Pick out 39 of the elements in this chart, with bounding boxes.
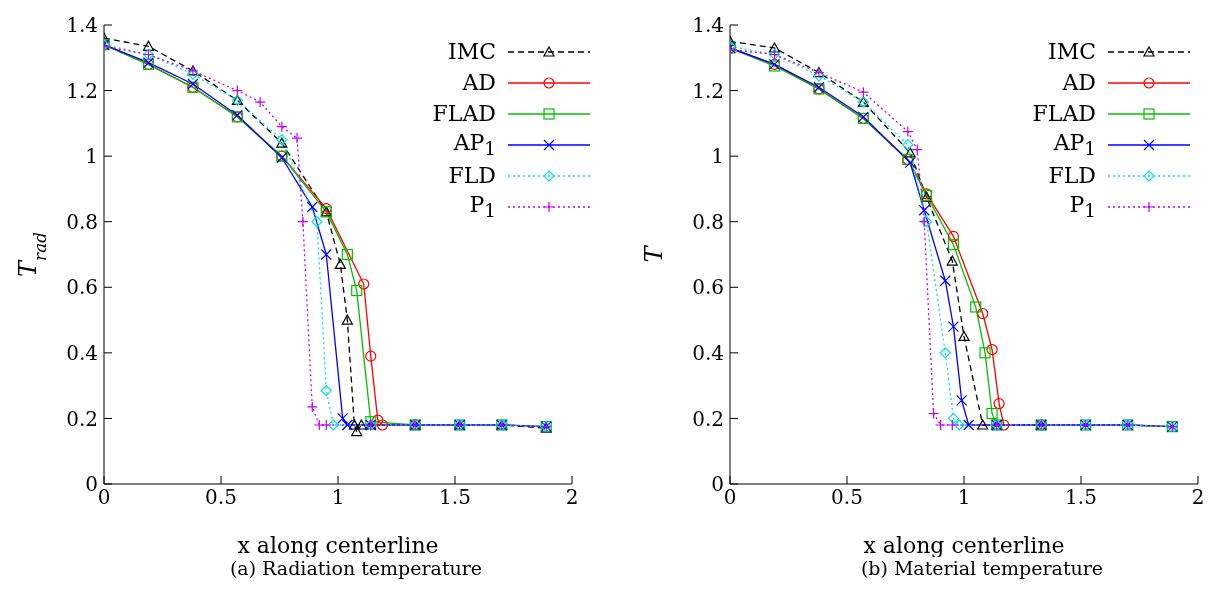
x-tick-label: 1 bbox=[957, 485, 971, 510]
legend-label: AD bbox=[462, 70, 496, 95]
legend-label: P$_{1}$ bbox=[469, 191, 496, 222]
x-axis-title: x along centerline bbox=[863, 533, 1065, 558]
legend-label: FLAD bbox=[432, 101, 496, 126]
x-axis-title: x along centerline bbox=[237, 533, 439, 558]
legend-label: AP$_{1}$ bbox=[1053, 129, 1096, 160]
x-tick-label: 2 bbox=[1191, 485, 1205, 510]
legend-label: IMC bbox=[1047, 39, 1096, 64]
y-tick-label: 1.4 bbox=[692, 13, 724, 38]
legend-label: FLD bbox=[448, 163, 496, 188]
legend-label: IMC bbox=[447, 39, 496, 64]
legend-label: P$_{1}$ bbox=[1069, 191, 1096, 222]
x-tick-label: 2 bbox=[565, 485, 579, 510]
legend-label: FLAD bbox=[1032, 101, 1096, 126]
y-tick-label: 0.2 bbox=[692, 406, 724, 431]
y-tick-label: 1 bbox=[711, 144, 724, 169]
y-tick-label: 0.6 bbox=[66, 275, 98, 300]
y-tick-label: 0.2 bbox=[66, 406, 98, 431]
text: (a) Radiation temperature bbox=[228, 557, 484, 579]
x-tick-label: 0.5 bbox=[831, 485, 863, 510]
legend-label: AD bbox=[1062, 70, 1096, 95]
legend-label: FLD bbox=[1048, 163, 1096, 188]
y-tick-label: 1.4 bbox=[66, 13, 98, 38]
y-axis-title: T bbox=[640, 244, 668, 263]
x-tick-label: 1.5 bbox=[439, 485, 471, 510]
y-tick-label: 0.4 bbox=[692, 340, 724, 365]
y-tick-label: 0.6 bbox=[692, 275, 724, 300]
y-tick-label: 1.2 bbox=[692, 78, 724, 103]
y-tick-label: 0.8 bbox=[66, 209, 98, 234]
text: (b) Material temperature bbox=[859, 557, 1105, 579]
x-tick-label: 0.5 bbox=[205, 485, 237, 510]
y-tick-label: 0.4 bbox=[66, 340, 98, 365]
legend-label: AP$_{1}$ bbox=[453, 129, 496, 160]
y-tick-label: 0.8 bbox=[692, 209, 724, 234]
x-tick-label: 1.5 bbox=[1065, 485, 1097, 510]
x-tick-label: 1 bbox=[331, 485, 345, 510]
y-tick-label: 1 bbox=[85, 144, 98, 169]
y-tick-label: 1.2 bbox=[66, 78, 98, 103]
